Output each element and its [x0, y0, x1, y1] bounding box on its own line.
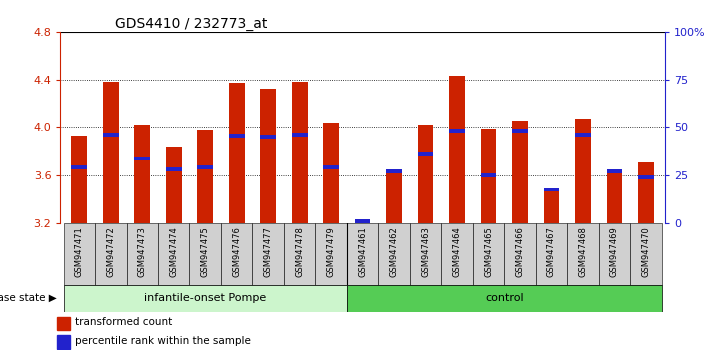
- Bar: [355, 221, 370, 223]
- FancyBboxPatch shape: [630, 223, 662, 285]
- Bar: [355, 219, 370, 223]
- Bar: [57, 316, 70, 330]
- Bar: [260, 89, 276, 223]
- Text: control: control: [485, 293, 523, 303]
- FancyBboxPatch shape: [221, 223, 252, 285]
- FancyBboxPatch shape: [567, 223, 599, 285]
- Text: GSM947475: GSM947475: [201, 226, 210, 277]
- Bar: [512, 121, 528, 223]
- Bar: [512, 129, 528, 133]
- Bar: [544, 188, 560, 192]
- FancyBboxPatch shape: [535, 223, 567, 285]
- Bar: [134, 125, 150, 223]
- Text: GSM947472: GSM947472: [107, 226, 115, 277]
- FancyBboxPatch shape: [347, 285, 662, 312]
- Bar: [260, 135, 276, 139]
- Bar: [449, 76, 465, 223]
- Bar: [606, 169, 622, 173]
- FancyBboxPatch shape: [599, 223, 630, 285]
- FancyBboxPatch shape: [95, 223, 127, 285]
- Bar: [638, 162, 654, 223]
- Text: GSM947476: GSM947476: [232, 226, 241, 277]
- Text: GSM947470: GSM947470: [641, 226, 651, 277]
- FancyBboxPatch shape: [473, 223, 504, 285]
- Text: GSM947479: GSM947479: [326, 226, 336, 277]
- Text: infantile-onset Pompe: infantile-onset Pompe: [144, 293, 267, 303]
- Text: GSM947463: GSM947463: [421, 226, 430, 277]
- FancyBboxPatch shape: [504, 223, 535, 285]
- FancyBboxPatch shape: [63, 285, 347, 312]
- Text: disease state ▶: disease state ▶: [0, 293, 57, 303]
- Text: percentile rank within the sample: percentile rank within the sample: [75, 336, 250, 346]
- Bar: [638, 175, 654, 179]
- Text: GSM947474: GSM947474: [169, 226, 178, 277]
- FancyBboxPatch shape: [127, 223, 158, 285]
- Bar: [71, 136, 87, 223]
- Text: GDS4410 / 232773_at: GDS4410 / 232773_at: [115, 17, 267, 31]
- FancyBboxPatch shape: [190, 223, 221, 285]
- Text: GSM947465: GSM947465: [484, 226, 493, 277]
- FancyBboxPatch shape: [63, 223, 95, 285]
- Text: GSM947461: GSM947461: [358, 226, 367, 277]
- Bar: [103, 82, 119, 223]
- FancyBboxPatch shape: [347, 223, 378, 285]
- Bar: [481, 129, 496, 223]
- Text: transformed count: transformed count: [75, 318, 172, 327]
- FancyBboxPatch shape: [442, 223, 473, 285]
- Bar: [417, 125, 434, 223]
- Bar: [544, 190, 560, 223]
- Bar: [449, 129, 465, 133]
- Bar: [386, 172, 402, 223]
- Bar: [606, 170, 622, 223]
- Bar: [103, 133, 119, 137]
- Bar: [166, 167, 181, 171]
- Text: GSM947466: GSM947466: [515, 226, 525, 277]
- Bar: [292, 133, 308, 137]
- Bar: [198, 130, 213, 223]
- Bar: [481, 173, 496, 177]
- Text: GSM947462: GSM947462: [390, 226, 399, 277]
- Text: GSM947473: GSM947473: [138, 226, 146, 277]
- Bar: [575, 133, 591, 137]
- Bar: [229, 83, 245, 223]
- Text: GSM947464: GSM947464: [452, 226, 461, 277]
- Bar: [198, 165, 213, 169]
- Bar: [166, 147, 181, 223]
- FancyBboxPatch shape: [252, 223, 284, 285]
- Text: GSM947478: GSM947478: [295, 226, 304, 277]
- Bar: [417, 152, 434, 156]
- FancyBboxPatch shape: [284, 223, 316, 285]
- FancyBboxPatch shape: [316, 223, 347, 285]
- FancyBboxPatch shape: [378, 223, 410, 285]
- Bar: [229, 134, 245, 138]
- Bar: [57, 335, 70, 348]
- Text: GSM947469: GSM947469: [610, 226, 619, 277]
- Text: GSM947468: GSM947468: [579, 226, 587, 277]
- Bar: [324, 165, 339, 169]
- Bar: [324, 123, 339, 223]
- FancyBboxPatch shape: [158, 223, 190, 285]
- Bar: [292, 82, 308, 223]
- Bar: [134, 156, 150, 160]
- FancyBboxPatch shape: [410, 223, 442, 285]
- Text: GSM947467: GSM947467: [547, 226, 556, 277]
- Bar: [71, 165, 87, 169]
- Bar: [386, 169, 402, 173]
- Bar: [575, 119, 591, 223]
- Text: GSM947477: GSM947477: [264, 226, 273, 277]
- Text: GSM947471: GSM947471: [75, 226, 84, 277]
